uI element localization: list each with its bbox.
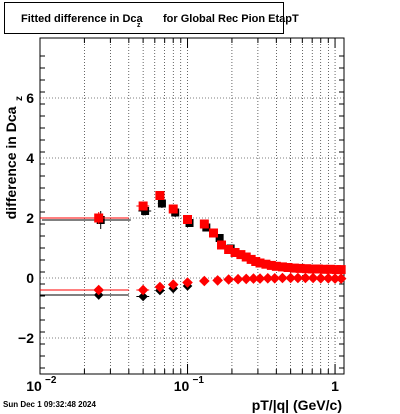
data-point [283,263,293,272]
y-tick-label: 6 [26,90,34,106]
data-point [236,250,246,260]
x-tick-label: 1 [331,378,339,394]
data-point [254,273,266,284]
data-point [94,213,104,223]
data-point [138,201,148,211]
data-point [212,275,223,286]
y-tick-label: −2 [18,330,34,346]
data-point [183,215,193,224]
data-point [246,254,256,264]
data-point [255,258,265,268]
y-tick-label: 4 [26,150,34,166]
x-tick-label-exponent: −2 [45,375,57,386]
y-tick-label: 2 [26,210,34,226]
data-point [335,273,347,284]
data-point [232,273,244,285]
data-point [248,273,259,284]
data-point [217,240,227,250]
data-point [215,234,224,242]
data-point [285,272,296,284]
data-point [261,259,271,269]
data-point [307,272,319,284]
x-tick-label: 10 −2 [26,375,57,394]
data-point [141,207,150,215]
data-point [199,275,210,287]
data-point [266,260,276,270]
y-axis-title: difference in Dca [3,106,19,219]
data-point [289,263,299,273]
chart-title-subscript: z [137,22,141,29]
chart-title-box: Fitted difference in Dca z for Global Re… [4,2,299,34]
series-2 [40,191,346,275]
y-tick-label: 0 [26,270,34,286]
data-point [331,265,341,275]
data-point [277,262,287,272]
timestamp: Sun Dec 1 09:32:48 2024 [3,400,96,409]
data-point [138,291,148,302]
plot-frame [39,37,345,375]
data-point [223,274,234,285]
data-point [269,273,281,284]
data-point [240,273,252,285]
data-point [168,204,178,214]
data-point [313,264,323,274]
data-point [209,228,219,238]
data-point [182,277,193,288]
x-axis-title: pT/|q| (GeV/c) [252,397,342,413]
data-point [295,263,305,273]
data-point [93,284,105,296]
x-tick-label-base: 10 [174,378,190,394]
data-point [307,264,317,274]
y-axis-title-group: difference in Dca z [3,96,25,219]
plot-area [40,38,344,374]
data-point [157,199,166,208]
data-point [224,245,234,254]
data-point [315,273,327,284]
data-point [277,272,288,284]
data-point [167,279,179,290]
data-point [301,264,311,274]
x-tick-label-base: 10 [26,378,42,394]
data-point [322,273,334,284]
chart-title: Fitted difference in Dca [21,13,143,25]
data-point [262,273,274,284]
data-point [154,281,166,293]
data-point [329,273,341,284]
data-point [199,219,209,229]
x-tick-label-base: 1 [331,378,339,394]
data-point [137,284,149,296]
data-point [271,261,281,271]
y-axis-title-subscript: z [14,96,25,101]
data-point [325,264,335,274]
data-point [320,264,330,274]
data-point [292,272,304,284]
data-point [230,248,240,257]
series-3 [40,272,347,296]
chart-title-rest: for Global Rec Pion EtapT [163,13,299,25]
data-point [336,265,346,275]
data-point [241,252,251,262]
x-tick-label-exponent: −1 [193,375,205,386]
x-tick-label: 10 −1 [174,375,205,394]
data-point [155,191,165,200]
data-point [300,272,311,284]
